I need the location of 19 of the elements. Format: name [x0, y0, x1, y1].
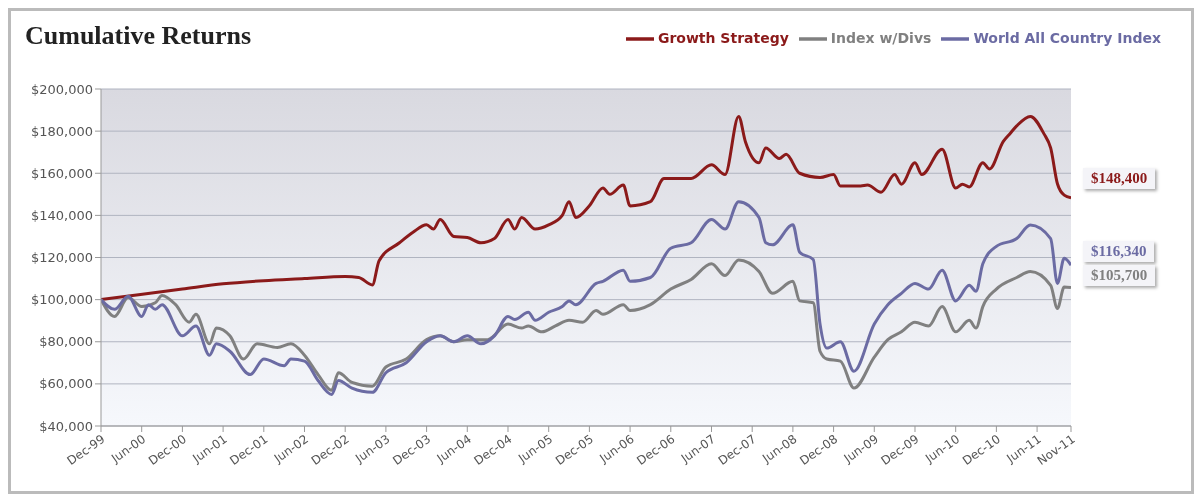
legend-label: Index w/Divs [830, 30, 932, 46]
line-series [101, 258, 1071, 392]
annotation: $148,400 [1083, 167, 1156, 189]
y-tick-label: $40,000 [39, 418, 93, 434]
line-series [101, 114, 1071, 302]
annotation: $116,340 [1083, 240, 1155, 262]
legend-label: Growth Strategy [657, 30, 789, 46]
chart-title: Cumulative Returns [25, 21, 252, 51]
y-tick-label: $180,000 [30, 123, 93, 139]
y-tick-label: $200,000 [30, 81, 93, 97]
y-tick-label: $160,000 [30, 165, 93, 181]
line-series [101, 200, 1071, 396]
y-tick-label: $80,000 [39, 334, 93, 350]
y-tick-label: $100,000 [30, 292, 93, 308]
legend-label: World All Country Index [973, 30, 1161, 46]
annotation: $105,700 [1083, 265, 1156, 287]
y-tick-label: $60,000 [39, 376, 93, 392]
y-tick-label: $120,000 [30, 250, 93, 266]
y-tick-label: $140,000 [30, 207, 93, 223]
